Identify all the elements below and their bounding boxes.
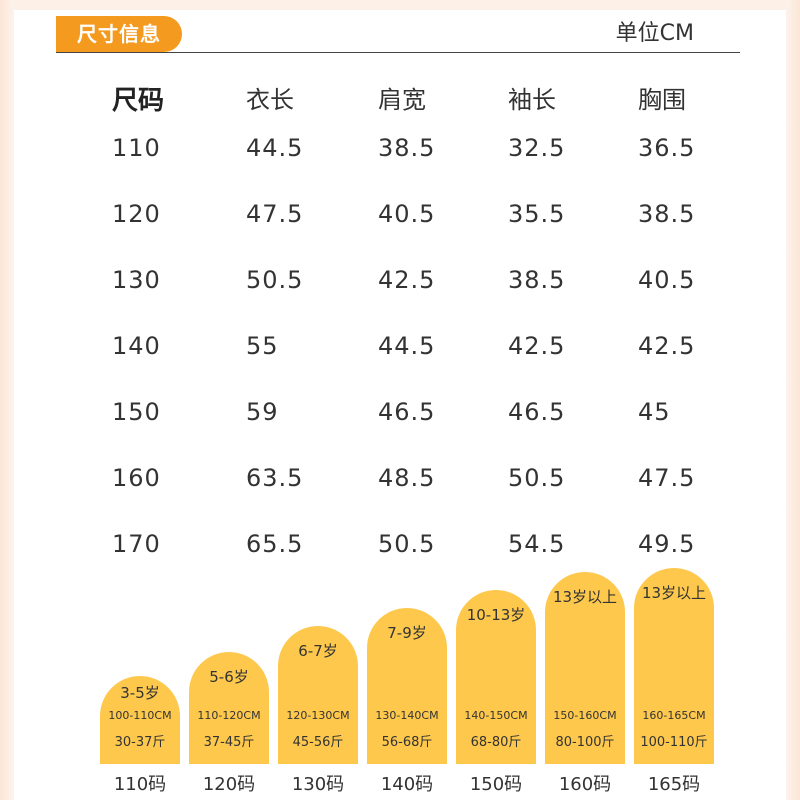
size-guide-bar: 6-7岁 120-130CM 45-56斤 [278,626,358,764]
table-cell-length: 50.5 [246,266,303,294]
table-cell-length: 59 [246,398,279,426]
table-cell-size: 170 [112,530,161,558]
table-cell-sleeve: 50.5 [508,464,565,492]
unit-label: 单位CM [616,18,694,50]
table-cell-shoulder: 38.5 [378,134,435,162]
bar-age-label: 3-5岁 [100,682,180,703]
table-cell-shoulder: 40.5 [378,200,435,228]
bar-age-label: 7-9岁 [367,622,447,643]
column-header-length: 衣长 [246,80,294,115]
size-guide-bar: 10-13岁 140-150CM 68-80斤 [456,590,536,764]
bar-height-label: 160-165CM [630,709,718,722]
header-divider [56,52,740,53]
table-cell-chest: 49.5 [638,530,695,558]
table-cell-chest: 38.5 [638,200,695,228]
bar-age-label: 5-6岁 [189,666,269,687]
bar-weight-label: 37-45斤 [189,731,269,750]
table-cell-sleeve: 38.5 [508,266,565,294]
column-header-size: 尺码 [112,80,164,117]
column-header-chest: 胸围 [638,80,686,115]
table-cell-shoulder: 48.5 [378,464,435,492]
table-cell-sleeve: 42.5 [508,332,565,360]
column-header-sleeve: 袖长 [508,80,556,115]
bar-weight-label: 68-80斤 [456,731,536,750]
bar-size-label: 120码 [189,770,269,796]
table-cell-shoulder: 42.5 [378,266,435,294]
table-cell-length: 47.5 [246,200,303,228]
bar-size-label: 165码 [634,770,714,796]
table-cell-chest: 40.5 [638,266,695,294]
page-top-border [0,0,800,10]
size-guide-bar: 7-9岁 130-140CM 56-68斤 [367,608,447,764]
bar-height-label: 140-150CM [452,709,540,722]
bar-height-label: 110-120CM [185,709,273,722]
table-cell-size: 130 [112,266,161,294]
bar-height-label: 130-140CM [363,709,451,722]
table-cell-sleeve: 54.5 [508,530,565,558]
table-cell-length: 44.5 [246,134,303,162]
bar-weight-label: 30-37斤 [100,731,180,750]
table-cell-length: 65.5 [246,530,303,558]
bar-size-label: 140码 [367,770,447,796]
section-title-badge: 尺寸信息 [56,16,182,52]
bar-age-label: 6-7岁 [278,640,358,661]
table-cell-chest: 36.5 [638,134,695,162]
table-cell-sleeve: 46.5 [508,398,565,426]
bar-weight-label: 80-100斤 [545,731,625,750]
table-cell-size: 160 [112,464,161,492]
table-cell-sleeve: 32.5 [508,134,565,162]
bar-age-label: 13岁以上 [634,582,714,603]
bar-weight-label: 56-68斤 [367,731,447,750]
bar-size-label: 110码 [100,770,180,796]
size-guide: 3-5岁 100-110CM 30-37斤 110码 5-6岁 110-120CM 37-4… [0,570,800,800]
bar-size-label: 160码 [545,770,625,796]
table-cell-chest: 45 [638,398,671,426]
bar-weight-label: 45-56斤 [278,731,358,750]
size-guide-bar: 5-6岁 110-120CM 37-45斤 [189,652,269,764]
table-cell-length: 55 [246,332,279,360]
size-guide-bar: 13岁以上 160-165CM 100-110斤 [634,568,714,764]
table-cell-size: 150 [112,398,161,426]
table-cell-shoulder: 50.5 [378,530,435,558]
table-cell-length: 63.5 [246,464,303,492]
bar-size-label: 150码 [456,770,536,796]
bar-height-label: 150-160CM [541,709,629,722]
table-cell-chest: 47.5 [638,464,695,492]
table-cell-size: 120 [112,200,161,228]
bar-height-label: 100-110CM [96,709,184,722]
column-header-shoulder: 肩宽 [378,80,426,115]
bar-weight-label: 100-110斤 [634,731,714,750]
table-cell-shoulder: 44.5 [378,332,435,360]
section-header: 尺寸信息 单位CM [56,14,740,54]
size-guide-bar: 3-5岁 100-110CM 30-37斤 [100,676,180,764]
bar-size-label: 130码 [278,770,358,796]
table-cell-size: 140 [112,332,161,360]
bar-age-label: 10-13岁 [456,604,536,625]
bar-age-label: 13岁以上 [545,586,625,607]
table-cell-size: 110 [112,134,161,162]
bar-height-label: 120-130CM [274,709,362,722]
table-cell-sleeve: 35.5 [508,200,565,228]
table-cell-shoulder: 46.5 [378,398,435,426]
size-guide-bar: 13岁以上 150-160CM 80-100斤 [545,572,625,764]
table-cell-chest: 42.5 [638,332,695,360]
